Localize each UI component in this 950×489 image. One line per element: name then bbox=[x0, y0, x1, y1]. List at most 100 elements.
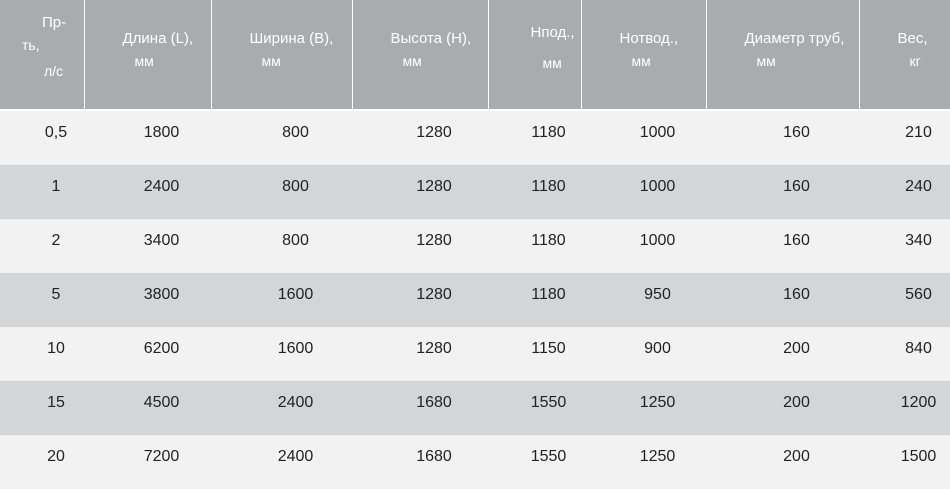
table-cell: 1550 bbox=[488, 435, 581, 489]
table-row: 2 3400 800 1280 1180 1000 160 340 bbox=[0, 219, 950, 273]
table-cell: 1200 bbox=[859, 381, 950, 435]
table-cell: 1500 bbox=[859, 435, 950, 489]
header-text: Высота (Н), bbox=[390, 30, 472, 47]
table-cell: 160 bbox=[706, 219, 859, 273]
cell-value: 1280 bbox=[416, 232, 452, 249]
table-cell: 1180 bbox=[488, 110, 581, 165]
header-text: мм bbox=[134, 53, 154, 69]
cell-value: 1250 bbox=[639, 448, 676, 465]
cell-value: 800 bbox=[282, 232, 309, 249]
table-row: 10 6200 1600 1280 1150 900 200 840 bbox=[0, 327, 950, 381]
table-cell: 1600 bbox=[211, 327, 352, 381]
table-cell: 1280 bbox=[352, 165, 488, 219]
table-cell: 160 bbox=[706, 165, 859, 219]
cell-value: 1280 bbox=[416, 124, 452, 141]
cell-value: 1000 bbox=[639, 178, 676, 195]
table-cell: 340 bbox=[859, 219, 950, 273]
cell-value: 1180 bbox=[531, 124, 566, 141]
cell-value: 160 bbox=[783, 124, 810, 141]
table-cell: 1550 bbox=[488, 381, 581, 435]
table-cell: 200 bbox=[706, 435, 859, 489]
cell-value: 160 bbox=[783, 286, 810, 303]
table-cell: 1280 bbox=[352, 110, 488, 165]
table-row: 15 4500 2400 1680 1550 1250 200 1200 bbox=[0, 381, 950, 435]
cell-value: 1200 bbox=[900, 394, 937, 411]
column-header: Вес, кг bbox=[858, 0, 950, 111]
cell-value: 160 bbox=[783, 178, 810, 195]
table-cell: 15 bbox=[0, 381, 84, 435]
cell-value: 1180 bbox=[531, 232, 566, 249]
table-cell: 3400 bbox=[84, 219, 211, 273]
header-text: мм bbox=[756, 53, 776, 69]
cell-value: 1600 bbox=[277, 340, 314, 357]
table-cell: 210 bbox=[859, 110, 950, 165]
table-cell: 1680 bbox=[352, 381, 488, 435]
header-text: ть, bbox=[22, 37, 40, 53]
cell-value: 6200 bbox=[143, 340, 180, 357]
table-cell: 800 bbox=[211, 219, 352, 273]
cell-value: 1600 bbox=[277, 286, 314, 303]
cell-value: 1 bbox=[51, 178, 61, 195]
cell-value: 1500 bbox=[900, 448, 937, 465]
cell-value: 900 bbox=[644, 340, 671, 357]
header-text: Вес, bbox=[897, 30, 928, 47]
column-header: Ширина (В), мм bbox=[210, 0, 352, 111]
table-cell: 1180 bbox=[488, 219, 581, 273]
table-cell: 1180 bbox=[488, 273, 581, 327]
header-text: Нотвод., bbox=[619, 30, 679, 47]
cell-value: 1180 bbox=[531, 178, 566, 195]
cell-value: 340 bbox=[905, 232, 932, 249]
table-row: 0,5 1800 800 1280 1180 1000 160 210 bbox=[0, 110, 950, 165]
table-cell: 1000 bbox=[581, 110, 706, 165]
cell-value: 160 bbox=[783, 232, 810, 249]
table-cell: 1250 bbox=[581, 435, 706, 489]
cell-value: 15 bbox=[47, 394, 65, 411]
cell-value: 1550 bbox=[530, 448, 567, 465]
table-cell: 1280 bbox=[352, 327, 488, 381]
table-cell: 6200 bbox=[84, 327, 211, 381]
header-row: Пр-ть, л/с Длина (L), мм Ширина (В), мм Высота… bbox=[0, 0, 950, 111]
header-text: Длина (L), bbox=[122, 30, 194, 47]
table-cell: 5 bbox=[0, 273, 84, 327]
table-cell: 1600 bbox=[211, 273, 352, 327]
cell-value: 1180 bbox=[531, 286, 566, 303]
table-cell: 0,5 bbox=[0, 110, 84, 165]
column-header: Длина (L), мм bbox=[83, 0, 211, 111]
cell-value: 200 bbox=[783, 448, 810, 465]
table-cell: 2400 bbox=[211, 435, 352, 489]
cell-value: 200 bbox=[783, 340, 810, 357]
cell-value: 10 bbox=[47, 340, 65, 357]
table-row: 20 7200 2400 1680 1550 1250 200 1500 bbox=[0, 435, 950, 489]
header-text: мм bbox=[631, 53, 651, 69]
header-text: кг bbox=[909, 53, 921, 69]
table-cell: 7200 bbox=[84, 435, 211, 489]
table-cell: 950 bbox=[581, 273, 706, 327]
table-cell: 1000 bbox=[581, 219, 706, 273]
cell-value: 560 bbox=[905, 286, 932, 303]
cell-value: 2400 bbox=[277, 448, 314, 465]
cell-value: 0,5 bbox=[44, 124, 68, 141]
table-cell: 160 bbox=[706, 110, 859, 165]
table-cell: 840 bbox=[859, 327, 950, 381]
table-cell: 200 bbox=[706, 381, 859, 435]
cell-value: 1280 bbox=[416, 178, 452, 195]
table-cell: 2400 bbox=[84, 165, 211, 219]
cell-value: 5 bbox=[51, 286, 61, 303]
table-cell: 1180 bbox=[488, 165, 581, 219]
table-cell: 10 bbox=[0, 327, 84, 381]
header-text: мм bbox=[402, 53, 422, 69]
cell-value: 2400 bbox=[143, 178, 180, 195]
table-cell: 2 bbox=[0, 219, 84, 273]
table-cell: 20 bbox=[0, 435, 84, 489]
header-text: л/с bbox=[44, 63, 64, 79]
header-text: мм bbox=[261, 53, 281, 69]
table-cell: 800 bbox=[211, 110, 352, 165]
column-header: Диаметр труб, мм bbox=[705, 0, 859, 111]
cell-value: 4500 bbox=[143, 394, 180, 411]
cell-value: 1280 bbox=[416, 286, 452, 303]
table-cell: 1150 bbox=[488, 327, 581, 381]
cell-value: 840 bbox=[905, 340, 932, 357]
table-cell: 1280 bbox=[352, 273, 488, 327]
header-text: Ширина (В), bbox=[249, 30, 334, 47]
